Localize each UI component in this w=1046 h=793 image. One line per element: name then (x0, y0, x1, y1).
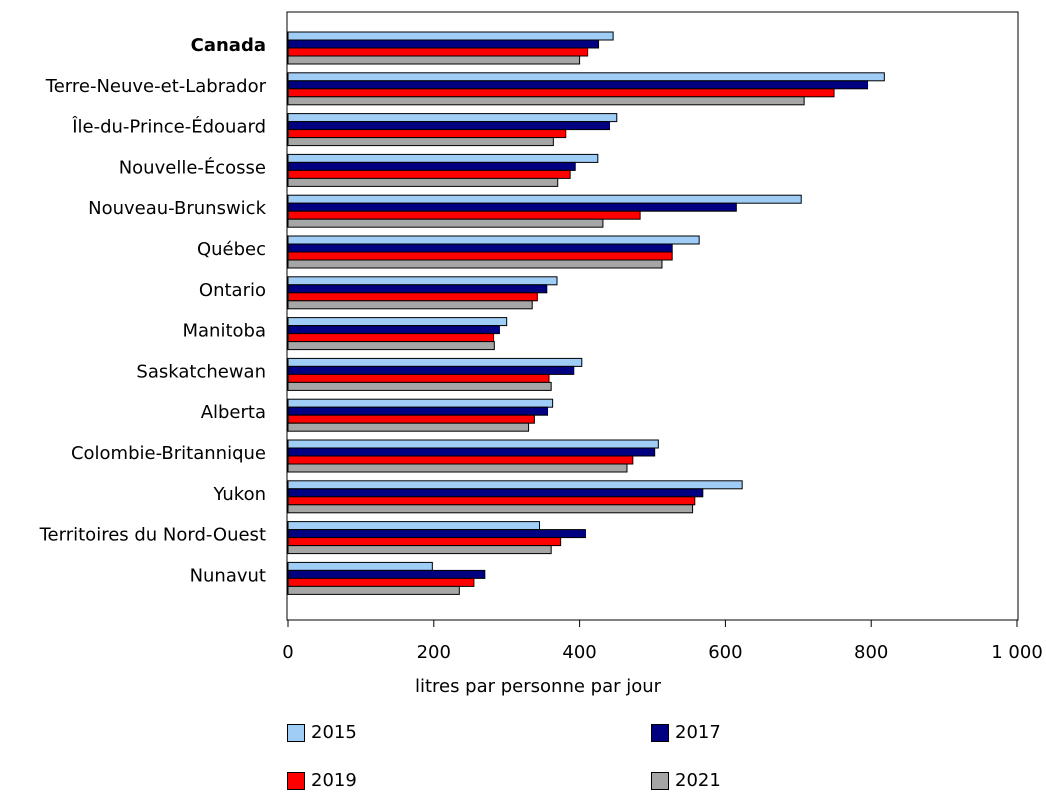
category-label: Yukon (212, 484, 266, 505)
category-label: Nouvelle-Écosse (119, 156, 266, 178)
bar (287, 317, 508, 327)
category-label: Canada (191, 35, 266, 56)
bar (287, 210, 641, 220)
category-label: Manitoba (183, 321, 267, 342)
category-labels: Canada Terre-Neuve-et-Labrador Île-du-Prin… (39, 35, 267, 586)
bars (287, 31, 885, 595)
bar (287, 406, 549, 416)
x-tick-label: 600 (708, 642, 742, 663)
bar (287, 365, 575, 375)
bar (287, 153, 599, 163)
bar (287, 381, 552, 391)
bar (287, 496, 696, 506)
category-label: Nunavut (190, 565, 266, 586)
category-label: Ontario (199, 280, 266, 301)
bar (287, 373, 550, 383)
bar (287, 251, 673, 261)
bar (287, 218, 604, 228)
bar (287, 276, 558, 286)
category-label: Territoires du Nord-Ouest (39, 525, 266, 546)
bar (287, 47, 589, 57)
bar (287, 177, 559, 187)
bar (287, 202, 737, 212)
bar (287, 398, 554, 408)
bar (287, 569, 486, 579)
bar (287, 585, 460, 595)
x-tick-label: 1 000 (991, 642, 1043, 663)
bar (287, 561, 433, 571)
bar (287, 31, 614, 41)
bar (287, 194, 802, 204)
bar (287, 113, 618, 123)
x-tick-label: 800 (854, 642, 888, 663)
bar (287, 96, 805, 106)
bar (287, 235, 700, 245)
bar (287, 169, 571, 179)
bar (287, 72, 885, 82)
plot-area (286, 11, 1019, 621)
plot-border (286, 11, 1019, 621)
bar (287, 161, 576, 171)
bar (287, 259, 663, 269)
bar (287, 480, 743, 490)
category-label: Saskatchewan (136, 361, 266, 382)
x-tick-label: 200 (417, 642, 451, 663)
bar (287, 529, 586, 539)
bar (287, 55, 581, 65)
bar (287, 422, 530, 432)
bar (287, 577, 475, 587)
bar (287, 284, 548, 294)
bar (287, 447, 656, 457)
bar (287, 504, 694, 514)
category-label: Terre-Neuve-et-Labrador (45, 76, 267, 97)
x-tick-label: 0 (282, 642, 293, 663)
bar (287, 129, 567, 139)
bar (287, 39, 600, 49)
x-axis-label: litres par personne par jour (415, 676, 662, 697)
bar (287, 325, 500, 335)
category-label: Québec (197, 239, 266, 260)
x-tick-label: 400 (562, 642, 596, 663)
bar (287, 243, 673, 253)
bar (287, 455, 634, 465)
bar (287, 521, 541, 531)
bar (287, 341, 495, 351)
bar (287, 439, 659, 449)
category-label: Nouveau-Brunswick (88, 198, 266, 219)
bar (287, 545, 552, 555)
bar (287, 121, 610, 131)
bar (287, 300, 533, 310)
category-label: Alberta (201, 402, 266, 423)
bar (287, 414, 535, 424)
category-label: Colombie-Britannique (71, 443, 266, 464)
x-axis: 0 200 400 600 800 1 000 (282, 620, 1043, 663)
bar (287, 488, 704, 498)
bar (287, 88, 835, 98)
bar (287, 333, 495, 343)
bar (287, 357, 583, 367)
bar (287, 537, 562, 547)
bar (287, 80, 869, 90)
bar (287, 292, 538, 302)
category-label: Île-du-Prince-Édouard (71, 116, 266, 138)
bar (287, 463, 628, 473)
bar (287, 137, 554, 147)
